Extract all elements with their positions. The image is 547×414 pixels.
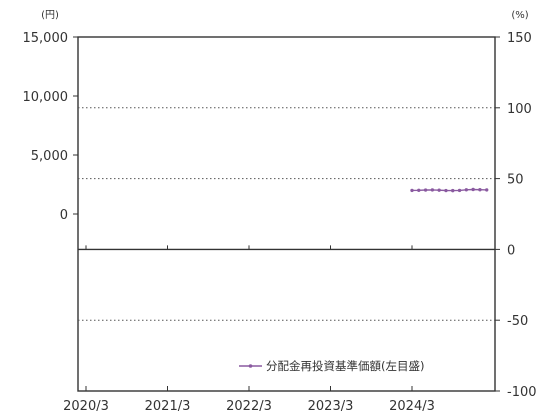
left-tick-label: 15,000	[23, 31, 69, 46]
right-tick-label: 150	[507, 31, 532, 46]
series-point	[478, 187, 482, 192]
series-point	[444, 188, 448, 193]
series-point	[451, 188, 455, 193]
x-tick-label: 2022/3	[226, 399, 272, 414]
gridlines	[78, 107, 495, 321]
series-point	[423, 188, 428, 192]
left-tick-label: 5,000	[31, 149, 68, 164]
right-tick-label: -50	[507, 314, 528, 329]
left-axis-ticks: 0 5,000 10,000 15,000	[23, 31, 78, 223]
left-tick-label: 10,000	[23, 90, 69, 105]
right-axis-unit: (%)	[511, 10, 528, 21]
x-tick-label: 2021/3	[145, 399, 191, 414]
series-layer	[410, 187, 489, 193]
series-point	[485, 188, 489, 192]
x-axis-ticks: 2020/3 2021/3 2022/3 2023/3 2024/3	[63, 245, 435, 414]
series-point	[417, 188, 421, 192]
legend-label: 分配金再投資基準価額(左目盛)	[266, 359, 424, 373]
legend: 分配金再投資基準価額(左目盛)	[239, 359, 424, 373]
left-axis-unit: (円)	[41, 10, 59, 21]
right-tick-label: -100	[507, 385, 537, 400]
right-tick-label: 0	[507, 243, 515, 258]
series-point	[410, 188, 414, 193]
series-point	[430, 188, 435, 192]
series-point	[457, 188, 462, 193]
x-tick-label: 2020/3	[63, 399, 109, 414]
plot-frame	[77, 36, 496, 392]
x-tick-label: 2023/3	[308, 399, 354, 414]
x-tick-label: 2024/3	[389, 399, 435, 414]
right-tick-label: 100	[507, 102, 532, 117]
legend-swatch-marker	[248, 364, 253, 368]
series-line	[411, 188, 487, 192]
series-point	[471, 187, 475, 192]
series-point	[464, 188, 469, 192]
right-tick-label: 50	[507, 173, 524, 188]
right-axis-ticks: 150 100 50 0 -50 -100	[495, 31, 537, 400]
series-point	[437, 188, 441, 192]
left-tick-label: 0	[60, 208, 68, 223]
